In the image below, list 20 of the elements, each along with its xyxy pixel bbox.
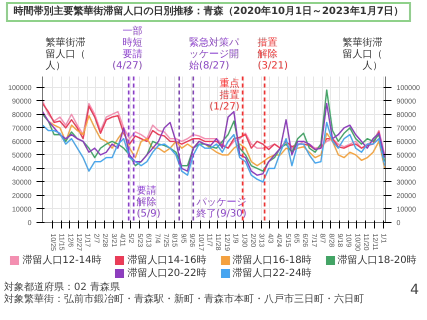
ref-line-label: 重点措置(1/27) [209, 78, 240, 113]
ref-line-label: 緊急対策パッケージ開始(8/27) [189, 36, 240, 72]
y-axis-title: 繁華街滞留人口（人） [46, 36, 86, 72]
text: 4 [410, 282, 419, 298]
ref-line-label: 措置解除(3/21) [258, 36, 288, 72]
line-series [42, 89, 386, 172]
legend-label: 滞留人口16-18時 [232, 254, 312, 267]
legend-label: 滞留人口18-20時 [336, 254, 417, 267]
line-series [42, 102, 386, 176]
y2-axis-title: 繁華街滞留人口（人） [342, 36, 382, 72]
ref-line-label: 一部時短要請(4/27) [112, 24, 143, 72]
text: 対象繁華街：弘前市鍛冶町・青森駅・新町・青森市本町・八戸市三日町・六日町 [4, 294, 364, 305]
ref-line-label: 要請解除(5/9) [136, 184, 161, 220]
chart-title: 時間帯別主要繁華街滞留人口の日別推移：青森（2020年10月1日～2023年1月7日） [6, 2, 411, 22]
legend-label: 滞留人口20-22時 [126, 267, 206, 280]
text: 対象都道府県：02 青森県 [4, 282, 120, 293]
line-series [42, 122, 386, 183]
legend-label: 滞留人口22-24時 [232, 267, 312, 280]
legend-label: 滞留人口12-14時 [21, 254, 102, 267]
legend-label: 滞留人口14-16時 [126, 254, 206, 267]
